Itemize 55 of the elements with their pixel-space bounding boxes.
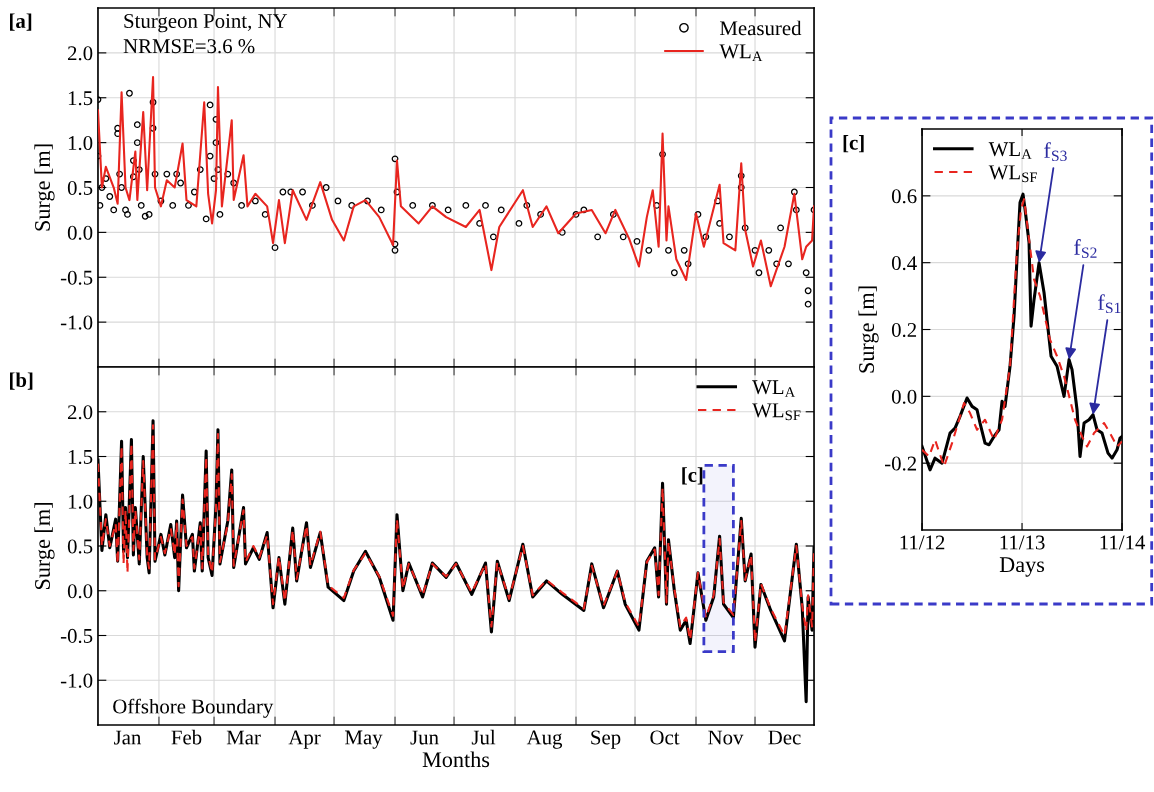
- annotation: f$_{S2}$: [1074, 239, 1097, 258]
- y-tick-label: -1.0: [60, 315, 93, 330]
- x-tick-label: Aug: [526, 730, 563, 749]
- x-tick-label: Nov: [708, 730, 744, 745]
- x-tick-label: 11/14: [1100, 535, 1146, 550]
- annotation: Offshore Boundary: [113, 698, 274, 718]
- x-tick-label: Dec: [768, 730, 801, 745]
- y-tick-label: 0.0: [891, 389, 917, 404]
- annotation: f$_{S3}$: [1044, 142, 1067, 162]
- text: [a]: [10, 13, 32, 31]
- x-tick-label: Jan: [114, 730, 142, 745]
- x-tick-label: 11/12: [900, 535, 945, 550]
- x-tick-label: Apr: [288, 730, 321, 749]
- y-tick-label: 2.0: [67, 46, 93, 61]
- y-axis-title: Surge [m]: [858, 286, 879, 373]
- legend-label: WL$_{SF}$: [752, 403, 801, 421]
- legend-label: WL$_{A}$: [719, 44, 763, 62]
- y-tick-label: 0.0: [67, 584, 93, 599]
- legend-label: Measured: [719, 20, 802, 36]
- x-tick-label: Jun: [410, 730, 439, 745]
- legend-label: WL$_{A}$: [988, 142, 1032, 159]
- x-tick-label: Jul: [471, 729, 496, 745]
- text: [b]: [10, 372, 33, 390]
- y-tick-label: 0.5: [67, 180, 93, 196]
- y-tick-label: -0.5: [60, 270, 93, 285]
- x-axis-title: Months: [422, 751, 490, 768]
- x-tick-label: Oct: [650, 730, 680, 745]
- text: [c]: [843, 135, 864, 153]
- legend-label: WL$_{A}$: [752, 380, 796, 397]
- annotation: Sturgeon Point, NY: [124, 13, 288, 33]
- y-tick-label: 0.4: [891, 256, 917, 271]
- y-tick-label: 0.2: [891, 322, 917, 338]
- y-tick-label: -0.5: [60, 628, 93, 644]
- y-tick-label: 1.0: [68, 494, 93, 509]
- x-tick-label: May: [345, 730, 383, 749]
- legend-label: WL$_{SF}$: [988, 165, 1037, 183]
- y-tick-label: 0.0: [67, 225, 93, 240]
- x-tick-label: 11/13: [1000, 535, 1045, 550]
- x-tick-label: Mar: [226, 730, 261, 745]
- x-axis-title: Days: [999, 557, 1045, 577]
- y-tick-label: 2.0: [67, 405, 93, 420]
- y-tick-label: 1.5: [68, 449, 93, 465]
- band-label: [c]: [682, 467, 703, 485]
- y-axis-title: Surge [m]: [34, 144, 55, 231]
- annotation: f$_{S1}$: [1098, 294, 1121, 314]
- y-tick-label: 1.5: [68, 91, 93, 106]
- y-axis-title: Surge [m]: [34, 503, 55, 590]
- x-tick-label: Sep: [591, 730, 621, 749]
- y-tick-label: -1.0: [60, 673, 93, 688]
- y-tick-label: -0.2: [884, 456, 917, 471]
- x-tick-label: Feb: [171, 729, 202, 745]
- y-tick-label: 0.6: [891, 189, 917, 204]
- y-tick-label: 1.0: [68, 136, 93, 151]
- annotation: NRMSE=3.6 %: [123, 39, 255, 54]
- y-tick-label: 0.5: [67, 539, 93, 554]
